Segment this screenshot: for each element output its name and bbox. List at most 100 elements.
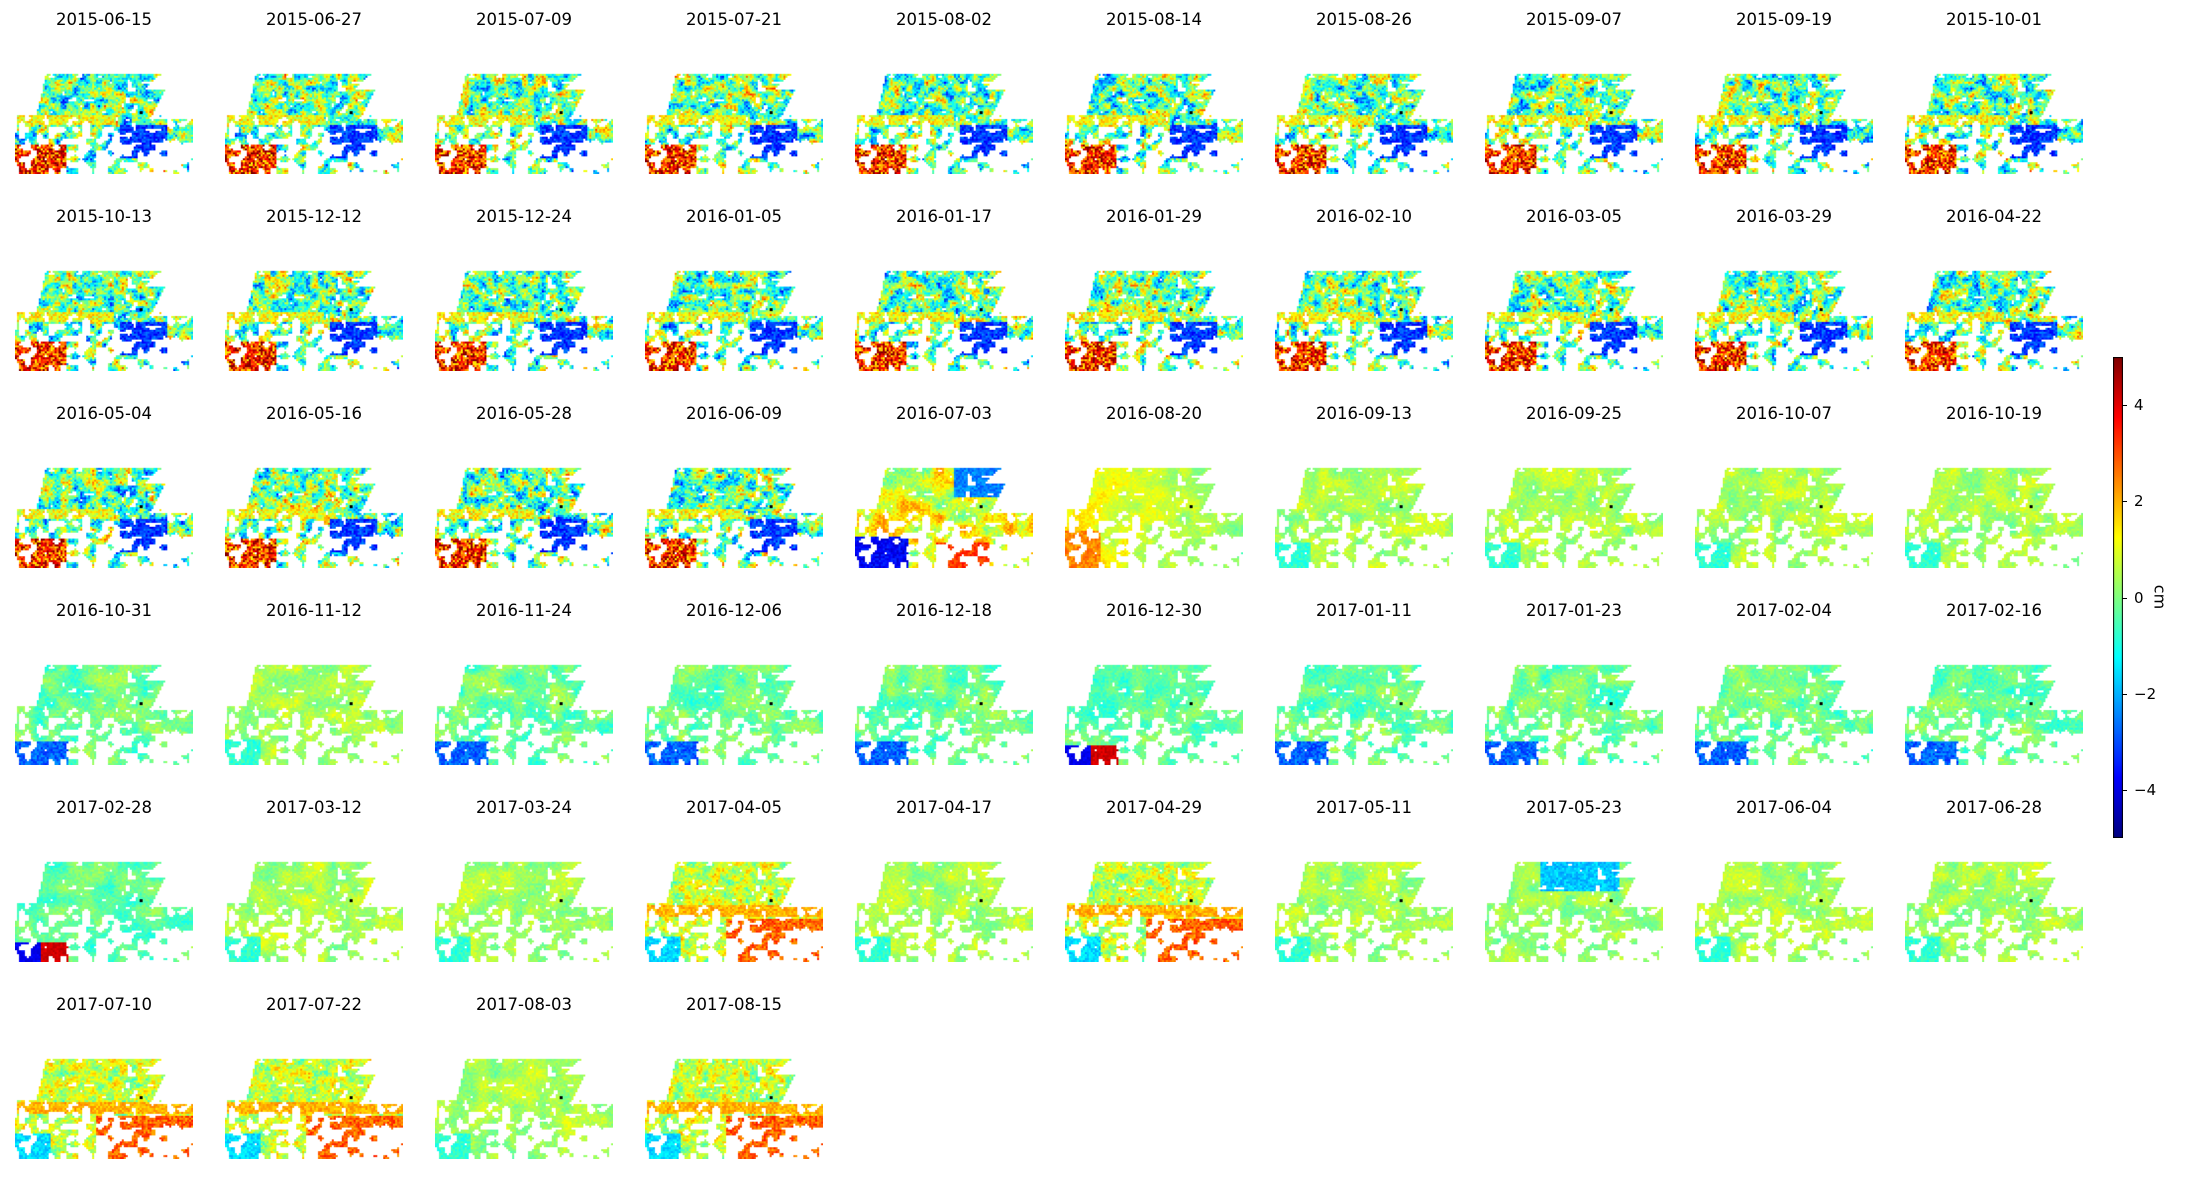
displacement-map (855, 64, 1033, 174)
panel-2015-10-01: 2015-10-01 (1905, 10, 2083, 174)
panel-title: 2015-07-09 (476, 10, 572, 29)
displacement-map (225, 458, 403, 568)
panel-2016-05-16: 2016-05-16 (225, 404, 403, 568)
panel-title: 2016-02-10 (1316, 207, 1412, 226)
panel-2015-09-19: 2015-09-19 (1695, 10, 1873, 174)
panel-2016-01-17: 2016-01-17 (855, 207, 1033, 371)
displacement-map (225, 261, 403, 371)
displacement-map (225, 655, 403, 765)
displacement-map (855, 655, 1033, 765)
colorbar (2113, 357, 2123, 838)
displacement-map (1695, 64, 1873, 174)
displacement-map (1905, 64, 2083, 174)
panel-2017-05-11: 2017-05-11 (1275, 798, 1453, 962)
panel-title: 2017-03-12 (266, 798, 362, 817)
displacement-map (1275, 852, 1453, 962)
panel-2016-09-13: 2016-09-13 (1275, 404, 1453, 568)
panel-2017-07-22: 2017-07-22 (225, 995, 403, 1159)
panel-2016-03-29: 2016-03-29 (1695, 207, 1873, 371)
panel-title: 2017-04-17 (896, 798, 992, 817)
displacement-map (1275, 458, 1453, 568)
displacement-map (435, 64, 613, 174)
panel-title: 2016-12-30 (1106, 601, 1202, 620)
panel-title: 2017-06-28 (1946, 798, 2042, 817)
colorbar-tick-2: 0 (2122, 589, 2144, 607)
panel-title: 2015-09-19 (1736, 10, 1832, 29)
displacement-map (1485, 64, 1663, 174)
panel-title: 2017-02-28 (56, 798, 152, 817)
panel-title: 2015-06-27 (266, 10, 362, 29)
displacement-map (225, 64, 403, 174)
displacement-map (855, 458, 1033, 568)
displacement-map (1065, 64, 1243, 174)
panel-title: 2017-04-29 (1106, 798, 1202, 817)
displacement-map (1695, 261, 1873, 371)
panel-2016-09-25: 2016-09-25 (1485, 404, 1663, 568)
displacement-map (15, 1049, 193, 1159)
displacement-map (1485, 261, 1663, 371)
displacement-map (225, 1049, 403, 1159)
panel-2016-12-18: 2016-12-18 (855, 601, 1033, 765)
displacement-map (435, 458, 613, 568)
panel-title: 2016-10-07 (1736, 404, 1832, 423)
panel-title: 2016-09-25 (1526, 404, 1622, 423)
displacement-map (645, 852, 823, 962)
displacement-map (15, 64, 193, 174)
panel-title: 2016-11-12 (266, 601, 362, 620)
panel-2017-04-05: 2017-04-05 (645, 798, 823, 962)
displacement-map (1905, 458, 2083, 568)
panel-2015-08-14: 2015-08-14 (1065, 10, 1243, 174)
panel-title: 2017-06-04 (1736, 798, 1832, 817)
panel-title: 2015-09-07 (1526, 10, 1622, 29)
displacement-map (645, 261, 823, 371)
panel-2015-09-07: 2015-09-07 (1485, 10, 1663, 174)
panel-2016-10-19: 2016-10-19 (1905, 404, 2083, 568)
displacement-map (435, 852, 613, 962)
panel-2015-08-26: 2015-08-26 (1275, 10, 1453, 174)
panel-2017-01-11: 2017-01-11 (1275, 601, 1453, 765)
panel-title: 2015-08-26 (1316, 10, 1412, 29)
displacement-map (1905, 655, 2083, 765)
panel-title: 2016-01-17 (896, 207, 992, 226)
displacement-map (15, 458, 193, 568)
panel-2017-03-24: 2017-03-24 (435, 798, 613, 962)
panel-2016-10-07: 2016-10-07 (1695, 404, 1873, 568)
panel-title: 2015-12-12 (266, 207, 362, 226)
colorbar-tick-4: −4 (2121, 781, 2156, 799)
panel-title: 2016-05-04 (56, 404, 152, 423)
displacement-map (435, 655, 613, 765)
panel-title: 2017-04-05 (686, 798, 782, 817)
panel-title: 2016-10-19 (1946, 404, 2042, 423)
panel-title: 2017-05-23 (1526, 798, 1622, 817)
panel-2016-01-05: 2016-01-05 (645, 207, 823, 371)
colorbar-label: cm (2150, 584, 2170, 610)
panel-2016-11-12: 2016-11-12 (225, 601, 403, 765)
panel-title: 2016-11-24 (476, 601, 572, 620)
panel-2015-08-02: 2015-08-02 (855, 10, 1033, 174)
panel-2016-05-04: 2016-05-04 (15, 404, 193, 568)
panel-2016-01-29: 2016-01-29 (1065, 207, 1243, 371)
panel-2017-05-23: 2017-05-23 (1485, 798, 1663, 962)
panel-title: 2016-05-28 (476, 404, 572, 423)
displacement-map (1485, 655, 1663, 765)
panel-title: 2016-01-29 (1106, 207, 1202, 226)
panel-title: 2016-12-18 (896, 601, 992, 620)
panel-title: 2015-08-14 (1106, 10, 1202, 29)
panel-title: 2017-03-24 (476, 798, 572, 817)
panel-title: 2017-08-15 (686, 995, 782, 1014)
panel-title: 2016-05-16 (266, 404, 362, 423)
panel-2016-07-03: 2016-07-03 (855, 404, 1033, 568)
panel-title: 2015-10-13 (56, 207, 152, 226)
colorbar-tick-3: −2 (2121, 685, 2156, 703)
panel-title: 2017-07-22 (266, 995, 362, 1014)
panel-title: 2016-01-05 (686, 207, 782, 226)
displacement-map (435, 1049, 613, 1159)
panel-2017-06-04: 2017-06-04 (1695, 798, 1873, 962)
panel-title: 2016-08-20 (1106, 404, 1202, 423)
displacement-map (15, 852, 193, 962)
panel-2017-02-16: 2017-02-16 (1905, 601, 2083, 765)
displacement-map (1695, 852, 1873, 962)
colorbar-gradient (2113, 357, 2123, 838)
displacement-map (1065, 261, 1243, 371)
